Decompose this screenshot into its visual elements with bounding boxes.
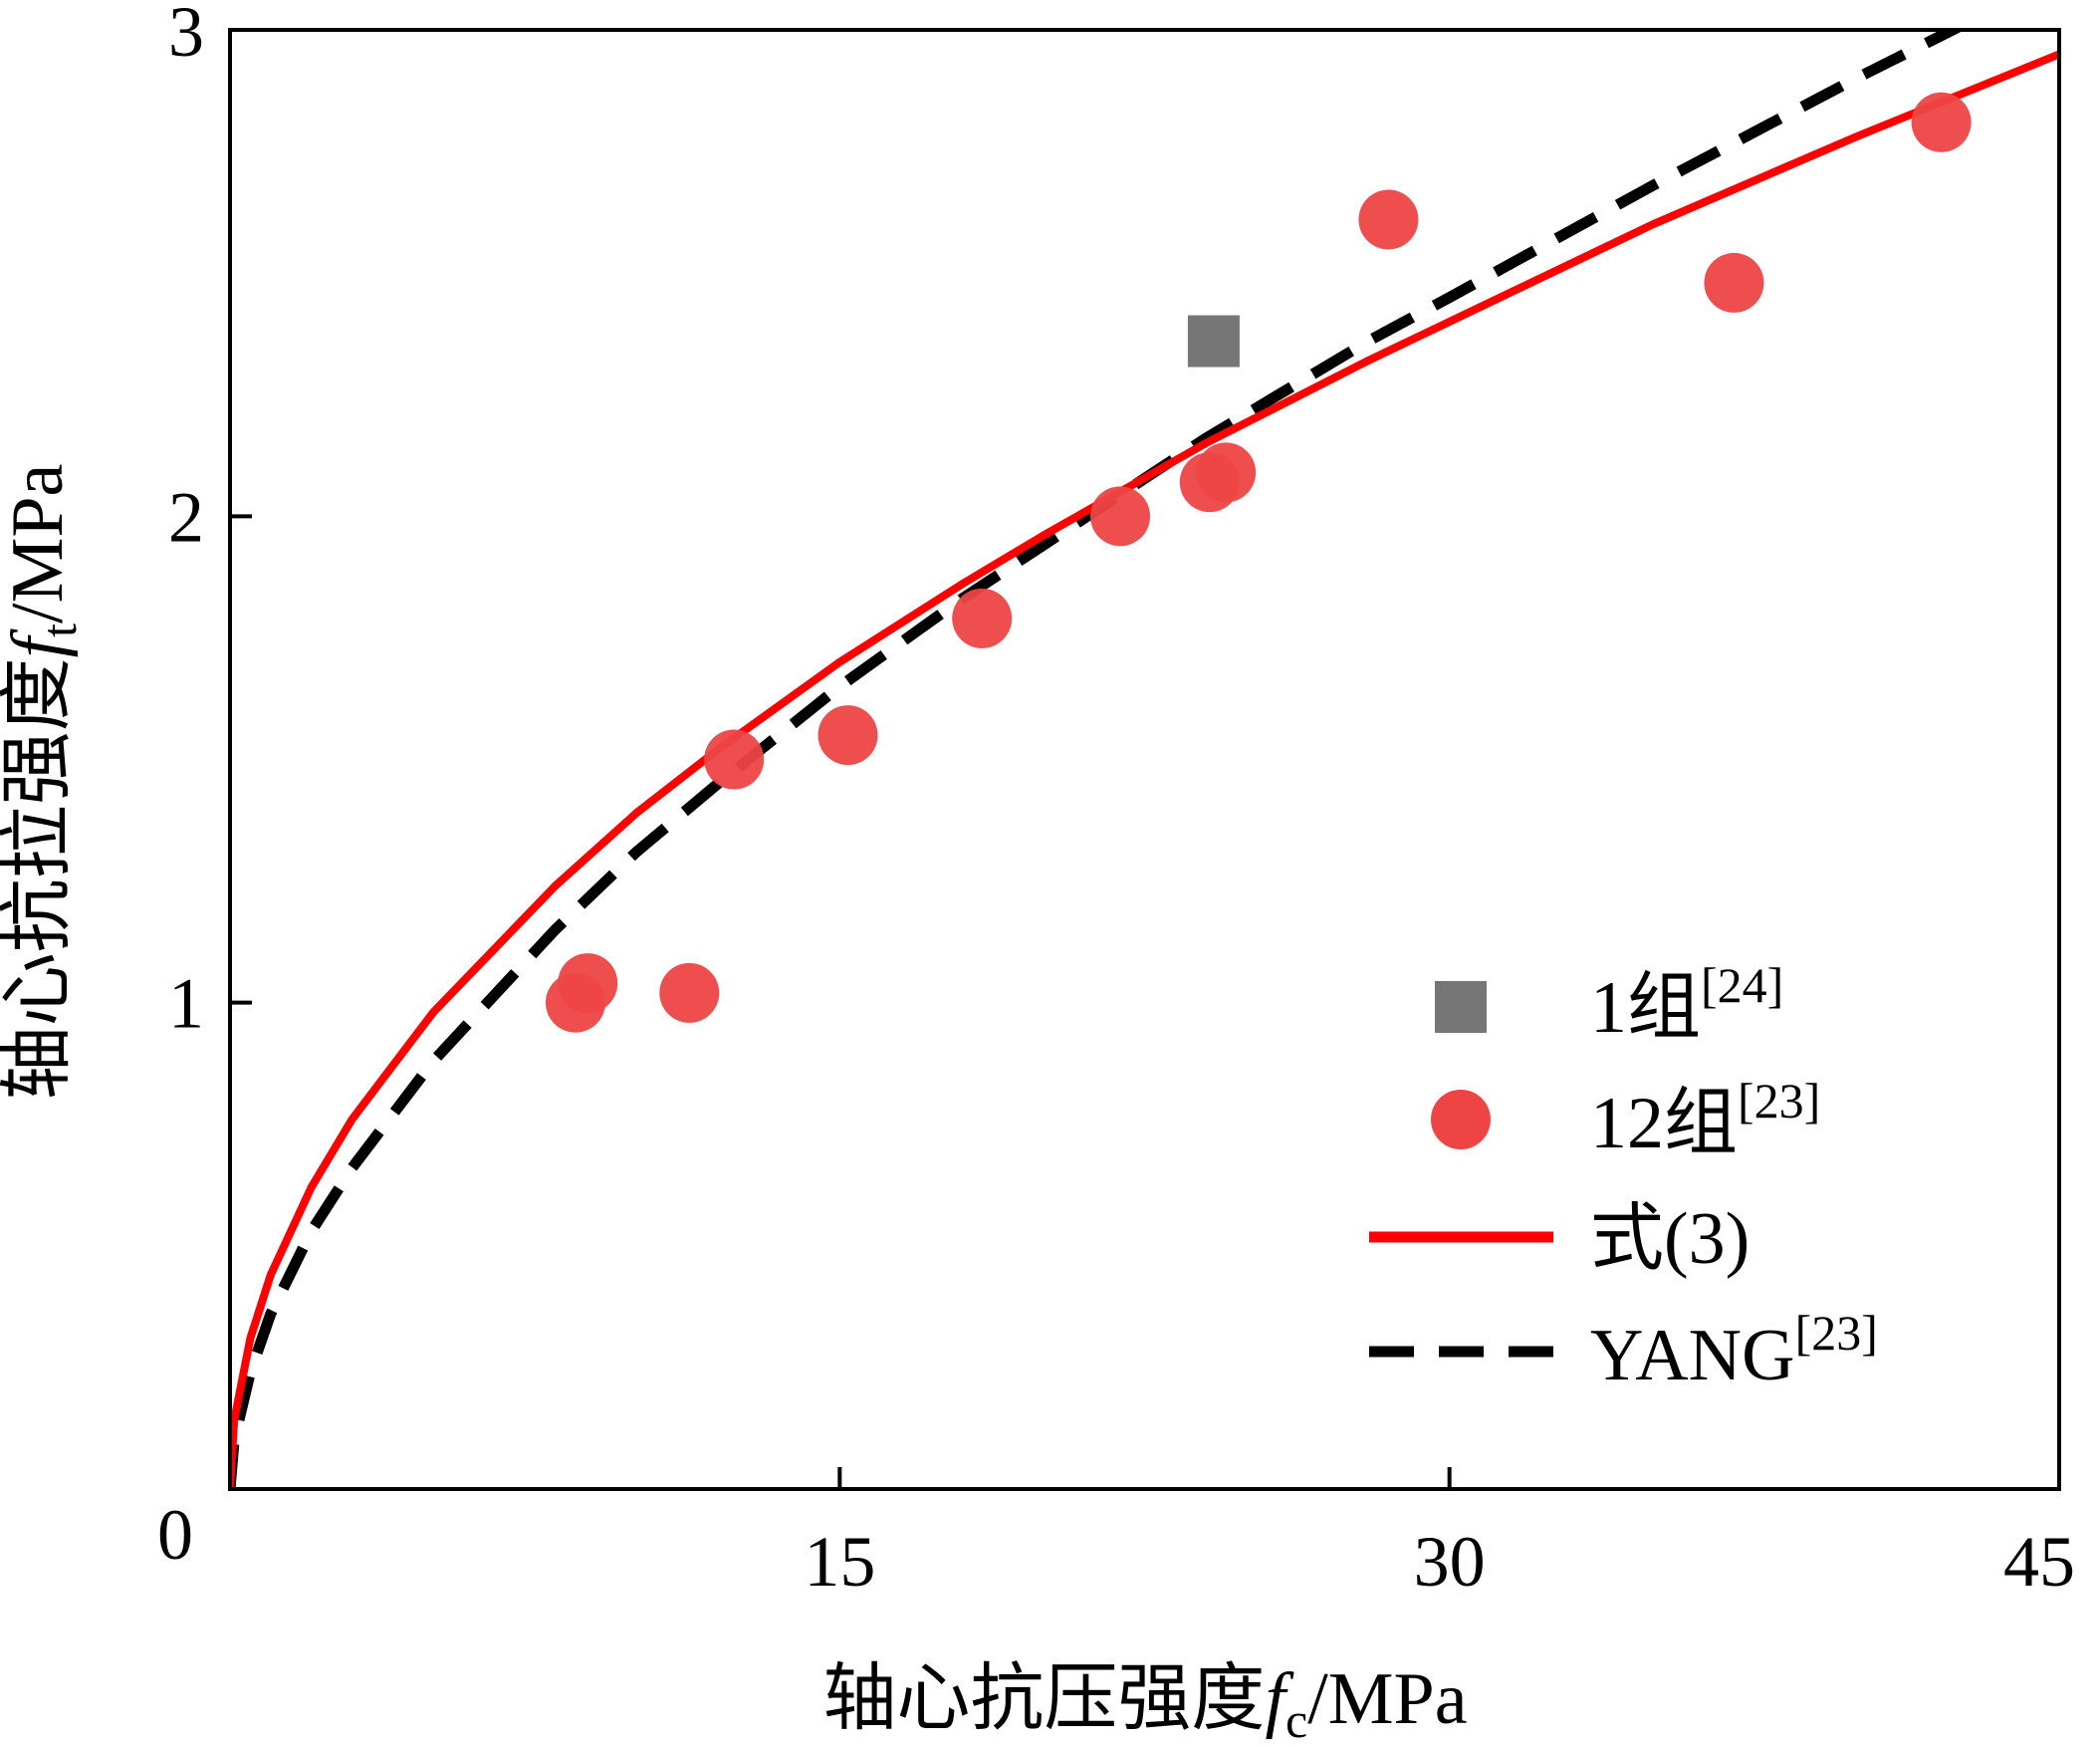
data-point-circle-1: [558, 953, 618, 1014]
legend-label-3: 式(3): [1590, 1198, 1750, 1280]
x-axis-title-suffix: /MPa: [1307, 1658, 1467, 1740]
data-point-circle-4: [817, 705, 878, 766]
series-line-3: [230, 30, 1966, 1489]
ticks-layer: [230, 514, 1452, 1489]
series-line-2: [230, 50, 2059, 1489]
legend-item-3: 式(3): [1590, 1198, 1750, 1280]
y-tick-label-1: 2: [168, 477, 204, 557]
legend-label-2: 12组: [1590, 1083, 1738, 1164]
x-tick-label-3: 45: [2003, 1522, 2075, 1602]
plot-frame: [228, 28, 2061, 1491]
data-point-circle-9: [1358, 189, 1419, 250]
data-point-circle-8: [1196, 442, 1257, 503]
legend-item-4: YANG[23]: [1590, 1305, 1878, 1396]
data-point-circle-5: [952, 588, 1013, 648]
data-point-circle-11: [1911, 92, 1972, 152]
y-axis-title: 轴心抗拉强度ft/MPa: [0, 464, 87, 1101]
x-axis-title: 轴心抗压强度fc/MPa: [822, 1658, 1467, 1747]
legend-item-2: 12组[23]: [1590, 1073, 1820, 1164]
tick-labels-layer: 0 15 30 45 1 2 3: [157, 0, 2075, 1602]
y-tick-label-2: 3: [168, 0, 204, 72]
legend-ref-2: [23]: [1738, 1073, 1820, 1128]
y-axis-title-suffix: /MPa: [0, 464, 79, 624]
legend-ref-1: [24]: [1701, 957, 1783, 1013]
points-layer: [545, 92, 1972, 1033]
y-tick-label-0: 1: [168, 964, 204, 1044]
data-point-circle-10: [1704, 252, 1764, 313]
y-axis-title-sub: t: [31, 624, 87, 637]
curves-layer: [230, 30, 2059, 1489]
legend-label-4: YANG: [1590, 1315, 1795, 1396]
legend-item-1: 1组[24]: [1590, 957, 1783, 1049]
legend-ref-4: [23]: [1795, 1305, 1878, 1361]
data-point-circle-2: [659, 962, 720, 1023]
x-tick-label-0: 0: [157, 1495, 193, 1575]
x-tick-label-1: 15: [804, 1522, 875, 1602]
data-point-square-0: [1187, 315, 1240, 368]
x-axis-title-sub: c: [1285, 1692, 1307, 1747]
x-tick-label-2: 30: [1414, 1522, 1486, 1602]
legend-label-1: 1组: [1590, 967, 1701, 1049]
x-axis-title-prefix: 轴心抗压强度: [822, 1658, 1265, 1740]
data-point-circle-3: [704, 729, 765, 790]
data-point-circle-6: [1090, 486, 1151, 547]
legend-marker-circle: [1431, 1090, 1491, 1149]
y-axis-title-prefix: 轴心抗拉强度: [0, 657, 79, 1100]
legend: 1组[24] 12组[23] 式(3) YANG[23]: [1369, 957, 1878, 1396]
legend-marker-square: [1435, 981, 1487, 1033]
